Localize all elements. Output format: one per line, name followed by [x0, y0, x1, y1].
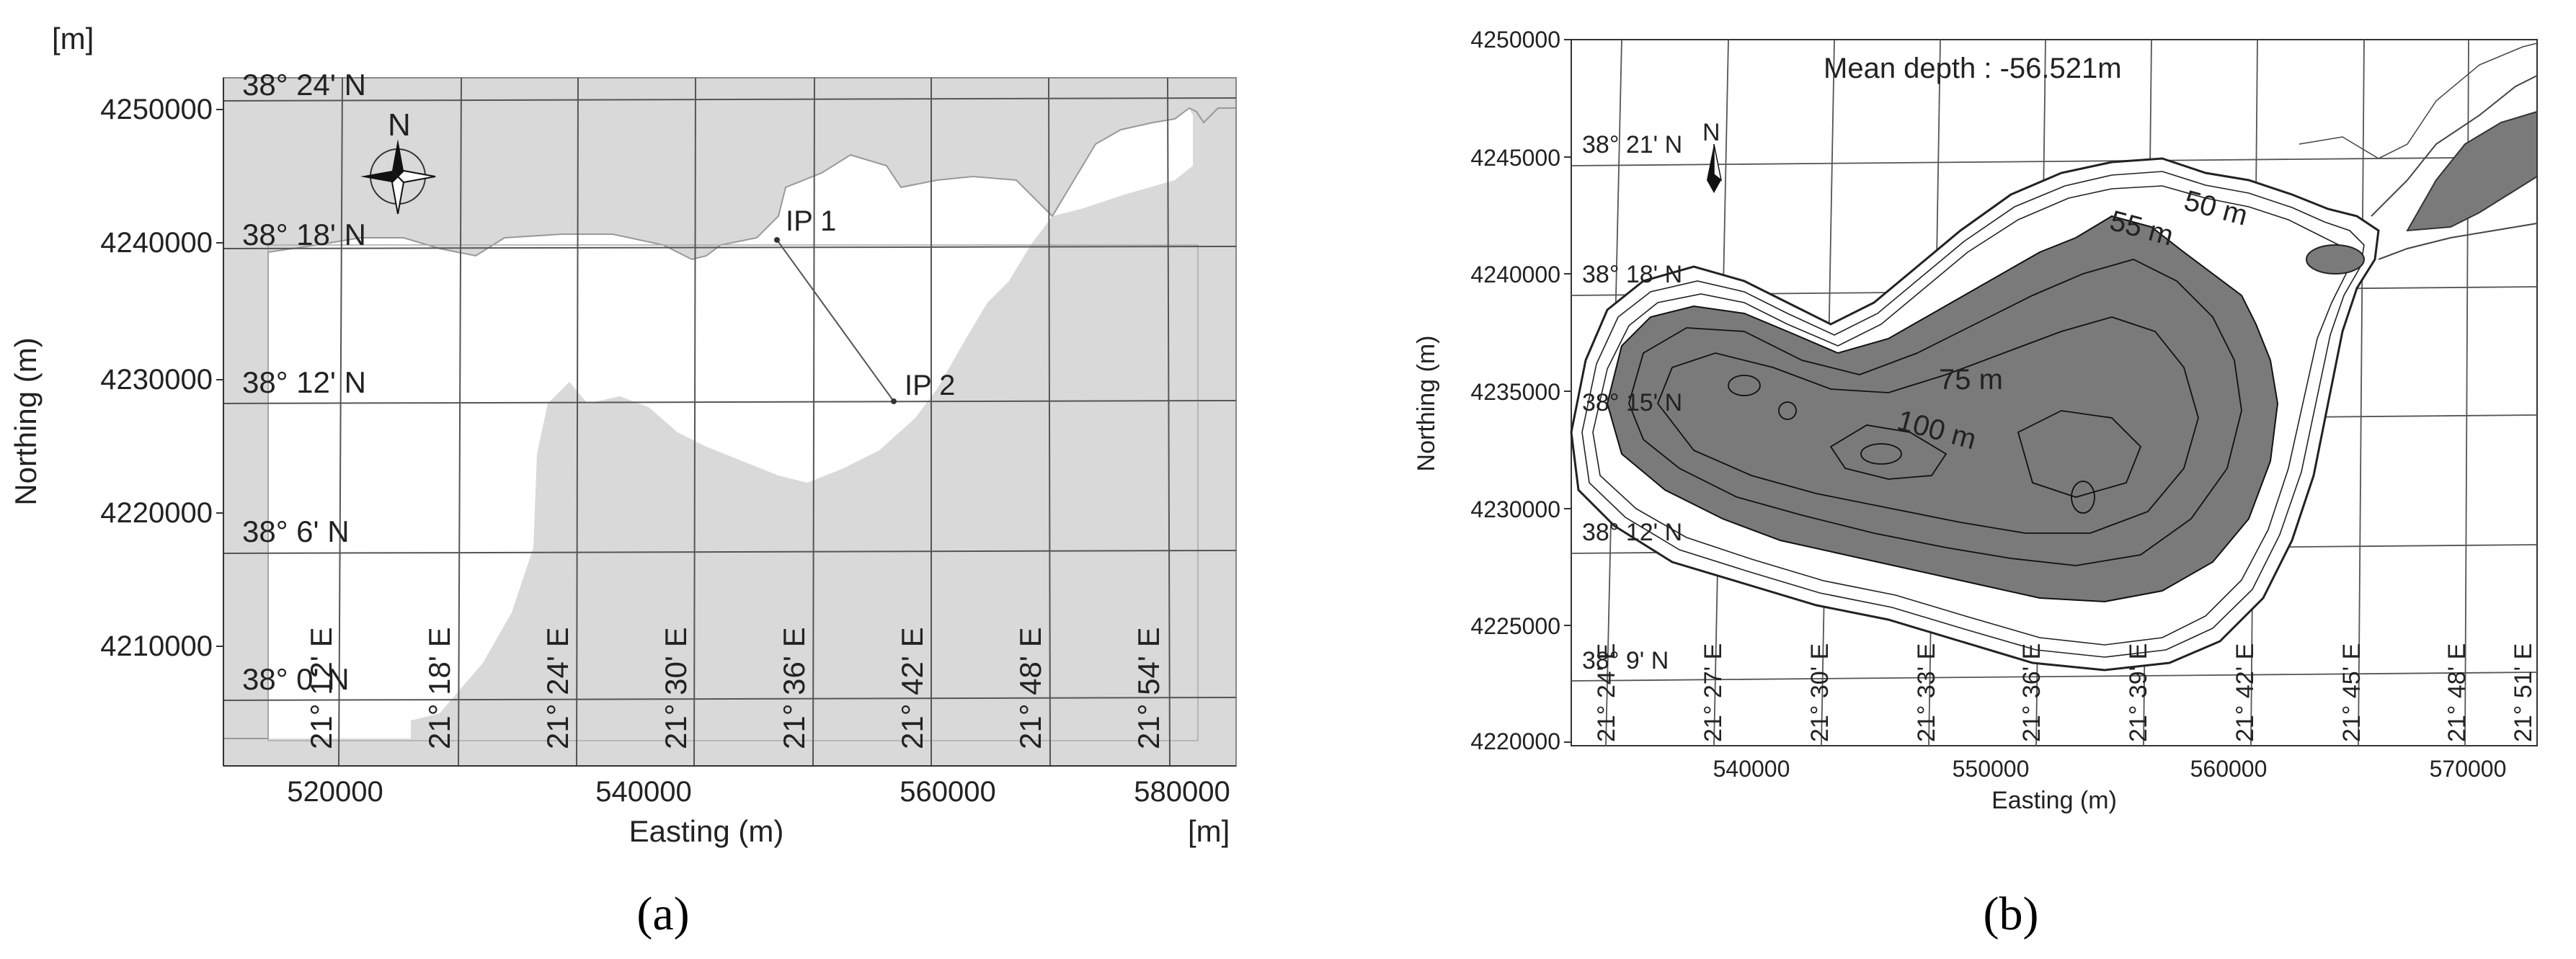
- panel-b-ne-deep: [2406, 110, 2538, 232]
- y-tick: 4230000: [100, 364, 213, 396]
- x-tick: 540000: [1713, 756, 1790, 782]
- lon-label: 21° 24' E: [541, 627, 574, 749]
- panel-a-caption: (a): [636, 888, 689, 940]
- lon-label: 21° 30' E: [659, 627, 693, 749]
- panel-b-title: Mean depth : -56.521m: [1824, 53, 2122, 84]
- panel-b: 50 m 55 m 75 m 100 m Mean depth : -56.52…: [1413, 27, 2538, 940]
- x-tick: 570000: [2430, 756, 2507, 782]
- lat-label: 38° 21' N: [1582, 131, 1682, 159]
- lat-label: 38° 15' N: [1582, 389, 1682, 416]
- x-tick: 560000: [2190, 756, 2268, 782]
- lat-label: 38° 12' N: [242, 365, 366, 399]
- lon-label: 21° 12' E: [304, 627, 338, 749]
- panel-a: IP 1 IP 2 N 38° 24' N 38° 18' N 38° 12' …: [9, 22, 1237, 940]
- panel-b-lat-labels: 38° 21' N 38° 18' N 38° 15' N 38° 12' N …: [1582, 131, 1682, 674]
- panel-a-lat-labels: 38° 24' N 38° 18' N 38° 12' N 38° 6' N 3…: [242, 68, 366, 696]
- panel-a-ip-line: [776, 239, 894, 402]
- contour-label: 75 m: [1939, 364, 2003, 396]
- x-tick: 550000: [1953, 756, 2030, 782]
- panel-b-compass-icon: [1707, 143, 1723, 193]
- lon-label: 21° 36' E: [777, 627, 811, 749]
- y-tick: 4235000: [1470, 379, 1560, 405]
- lon-label: 21° 18' E: [422, 627, 456, 749]
- lat-label: 38° 24' N: [242, 68, 366, 102]
- lon-label: 21° 27' E: [1700, 643, 1727, 742]
- panel-a-unit-top: [m]: [52, 22, 94, 55]
- y-tick: 4245000: [1470, 145, 1560, 171]
- panel-b-y-label: Northing (m): [1413, 336, 1440, 472]
- lon-label: 21° 54' E: [1132, 627, 1165, 749]
- ip1-label: IP 1: [786, 205, 836, 237]
- y-tick: 4220000: [1470, 728, 1560, 754]
- lon-label: 21° 30' E: [1806, 643, 1834, 742]
- panel-b-x-label: Easting (m): [1991, 787, 2117, 814]
- panel-a-compass-label: N: [388, 107, 411, 143]
- lon-label: 21° 45' E: [2338, 643, 2366, 742]
- panel-b-lon-labels: 21° 24' E 21° 27' E 21° 30' E 21° 33' E …: [1593, 643, 2537, 742]
- lat-label: 38° 12' N: [1582, 519, 1682, 546]
- panel-a-compass-icon: [360, 139, 436, 215]
- x-tick: 560000: [900, 776, 995, 808]
- lon-label: 21° 51' E: [2510, 643, 2537, 742]
- lat-label: 38° 0' N: [242, 662, 350, 696]
- lon-label: 21° 39' E: [2125, 643, 2152, 742]
- panel-a-axes: [223, 78, 1236, 767]
- panel-a-y-ticks: 4250000 4240000 4230000 4220000 4210000: [100, 94, 213, 662]
- x-tick: 540000: [595, 776, 691, 808]
- y-tick: 4210000: [100, 630, 213, 662]
- panel-b-caption: (b): [1984, 888, 2039, 940]
- y-tick: 4250000: [100, 94, 213, 125]
- panel-a-water: [268, 108, 1193, 739]
- panel-a-lon-labels: 21° 12' E 21° 18' E 21° 24' E 21° 30' E …: [304, 627, 1165, 749]
- panel-a-x-label: Easting (m): [629, 814, 784, 848]
- lat-label: 38° 18' N: [242, 218, 366, 251]
- ip2-marker: [891, 398, 897, 404]
- lat-label: 38° 6' N: [242, 514, 350, 548]
- y-tick: 4220000: [100, 497, 213, 529]
- y-tick: 4230000: [1470, 496, 1560, 522]
- lat-label: 38° 18' N: [1582, 261, 1682, 288]
- panel-a-x-ticks: 520000 540000 560000 580000: [287, 776, 1230, 808]
- lon-label: 21° 48' E: [1013, 627, 1047, 749]
- panel-b-ne-blob: [2306, 244, 2365, 275]
- lon-label: 21° 42' E: [895, 627, 929, 749]
- ip2-label: IP 2: [905, 370, 955, 401]
- x-tick: 520000: [287, 776, 383, 808]
- panel-b-ne-outline: [2371, 75, 2538, 217]
- lon-label: 21° 33' E: [1913, 643, 1940, 742]
- panel-a-unit-bottom: [m]: [1188, 814, 1230, 848]
- panel-b-x-ticks: 540000 550000 560000 570000: [1713, 756, 2507, 782]
- lon-label: 21° 42' E: [2231, 643, 2259, 742]
- panel-b-y-ticks: 4250000 4245000 4240000 4235000 4230000 …: [1470, 27, 1560, 754]
- y-tick: 4250000: [1470, 27, 1560, 53]
- y-tick: 4240000: [100, 227, 213, 259]
- panel-b-deep-contours: [1628, 259, 2242, 566]
- y-tick: 4225000: [1470, 613, 1560, 639]
- lon-label: 21° 48' E: [2443, 643, 2471, 742]
- x-tick: 580000: [1134, 776, 1230, 808]
- ip1-marker: [774, 237, 780, 243]
- panel-b-compass-label: N: [1702, 119, 1720, 146]
- lon-label: 21° 36' E: [2018, 643, 2046, 742]
- y-tick: 4240000: [1470, 262, 1560, 287]
- lon-label: 21° 24' E: [1593, 643, 1620, 742]
- panel-a-graticule: [223, 77, 1237, 767]
- panel-a-north-coast: [223, 77, 1237, 739]
- lat-label: 38° 9' N: [1582, 647, 1669, 674]
- panel-a-y-label: Northing (m): [9, 337, 43, 505]
- panel-b-deep-area: [1606, 215, 2279, 603]
